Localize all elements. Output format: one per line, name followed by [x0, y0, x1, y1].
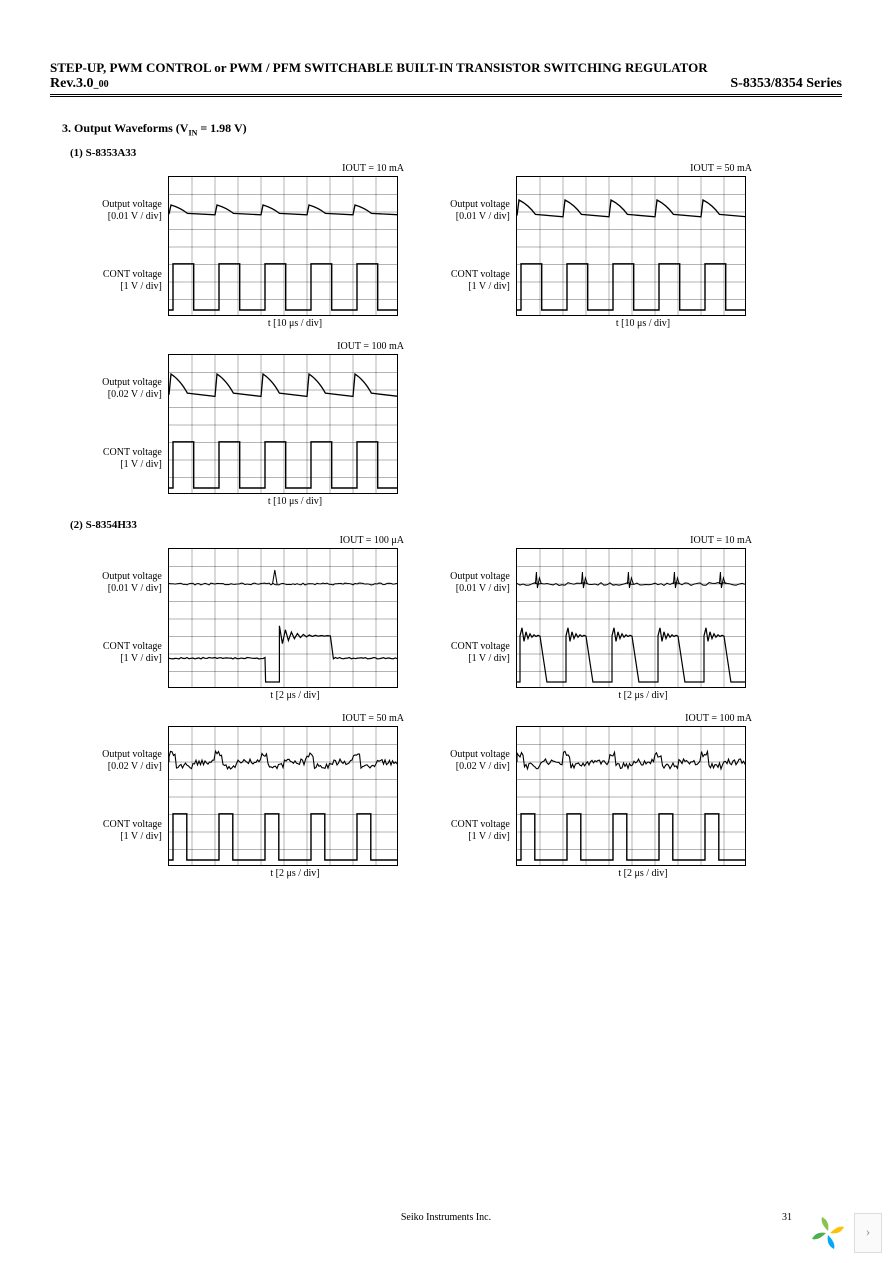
- page-number: 31: [782, 1212, 792, 1223]
- scope-vlabel: Output voltage: [102, 749, 162, 761]
- scope-vlabel: Output voltage: [450, 199, 510, 211]
- scope-row: IOUT = 10 mA Output voltage[0.01 V / div…: [90, 163, 842, 329]
- scope-vlabel: Output voltage: [102, 377, 162, 389]
- scope-vdiv: [0.01 V / div]: [102, 583, 162, 595]
- scope-xaxis: t [2 μs / div]: [180, 868, 410, 879]
- scope-clabel: CONT voltage: [102, 819, 162, 831]
- scope-cdiv: [1 V / div]: [102, 653, 162, 665]
- footer-text: Seiko Instruments Inc.: [0, 1212, 892, 1223]
- scope-vdiv: [0.01 V / div]: [102, 211, 162, 223]
- scope-iout-label: IOUT = 50 mA: [90, 713, 410, 724]
- scope-xaxis: t [2 μs / div]: [528, 690, 758, 701]
- scope-row: IOUT = 50 mA Output voltage[0.02 V / div…: [90, 713, 842, 879]
- scope-xaxis: t [2 μs / div]: [528, 868, 758, 879]
- scope-vlabel: Output voltage: [102, 199, 162, 211]
- scope-svg: [168, 354, 398, 494]
- scope-xaxis: t [10 μs / div]: [180, 318, 410, 329]
- scope-cdiv: [1 V / div]: [450, 281, 510, 293]
- scope-svg: [516, 176, 746, 316]
- scope-iout-label: IOUT = 10 mA: [438, 535, 758, 546]
- scope-y-labels: Output voltage[0.02 V / div] CONT voltag…: [450, 726, 516, 866]
- scope-row: IOUT = 100 mA Output voltage[0.02 V / di…: [90, 341, 842, 507]
- group-label: (1) S-8353A33: [70, 147, 842, 159]
- scope-cdiv: [1 V / div]: [450, 653, 510, 665]
- logo-icon: [808, 1213, 848, 1253]
- scope-clabel: CONT voltage: [102, 269, 162, 281]
- scope-clabel: CONT voltage: [450, 641, 510, 653]
- next-page-button[interactable]: ›: [854, 1213, 882, 1253]
- scope-svg: [168, 548, 398, 688]
- scope-block: IOUT = 10 mA Output voltage[0.01 V / div…: [438, 535, 758, 701]
- scope-vdiv: [0.01 V / div]: [450, 211, 510, 223]
- group-label: (2) S-8354H33: [70, 519, 842, 531]
- scope-clabel: CONT voltage: [450, 819, 510, 831]
- scope-vlabel: Output voltage: [450, 749, 510, 761]
- scope-svg: [516, 726, 746, 866]
- scope-vdiv: [0.02 V / div]: [102, 761, 162, 773]
- scope-svg: [168, 176, 398, 316]
- scope-cdiv: [1 V / div]: [450, 831, 510, 843]
- scope-cdiv: [1 V / div]: [102, 281, 162, 293]
- scope-xaxis: t [2 μs / div]: [180, 690, 410, 701]
- scope-y-labels: Output voltage[0.02 V / div] CONT voltag…: [102, 354, 168, 494]
- scope-block: IOUT = 10 mA Output voltage[0.01 V / div…: [90, 163, 410, 329]
- scope-y-labels: Output voltage[0.01 V / div] CONT voltag…: [450, 176, 516, 316]
- section-title: 3. Output Waveforms (VIN = 1.98 V): [62, 121, 842, 137]
- scope-cdiv: [1 V / div]: [102, 831, 162, 843]
- scope-block: IOUT = 50 mA Output voltage[0.02 V / div…: [90, 713, 410, 879]
- scope-block: IOUT = 100 μA Output voltage[0.01 V / di…: [90, 535, 410, 701]
- doc-rev: Rev.3.0_00: [50, 76, 708, 92]
- scope-iout-label: IOUT = 100 mA: [90, 341, 410, 352]
- scope-xaxis: t [10 μs / div]: [180, 496, 410, 507]
- scope-xaxis: t [10 μs / div]: [528, 318, 758, 329]
- scope-y-labels: Output voltage[0.01 V / div] CONT voltag…: [102, 548, 168, 688]
- scope-clabel: CONT voltage: [102, 641, 162, 653]
- header-rule: [50, 94, 842, 97]
- scope-svg: [168, 726, 398, 866]
- scope-vlabel: Output voltage: [102, 571, 162, 583]
- doc-series: S-8353/8354 Series: [730, 76, 842, 92]
- scope-clabel: CONT voltage: [102, 447, 162, 459]
- scope-iout-label: IOUT = 10 mA: [90, 163, 410, 174]
- scope-vdiv: [0.02 V / div]: [450, 761, 510, 773]
- scope-y-labels: Output voltage[0.02 V / div] CONT voltag…: [102, 726, 168, 866]
- scope-svg: [516, 548, 746, 688]
- scope-block: IOUT = 100 mA Output voltage[0.02 V / di…: [438, 713, 758, 879]
- waveform-content: (1) S-8353A33 IOUT = 10 mA Output voltag…: [50, 147, 842, 879]
- scope-y-labels: Output voltage[0.01 V / div] CONT voltag…: [450, 548, 516, 688]
- scope-vlabel: Output voltage: [450, 571, 510, 583]
- scope-iout-label: IOUT = 100 μA: [90, 535, 410, 546]
- scope-vdiv: [0.02 V / div]: [102, 389, 162, 401]
- scope-vdiv: [0.01 V / div]: [450, 583, 510, 595]
- page-header: STEP-UP, PWM CONTROL or PWM / PFM SWITCH…: [50, 60, 842, 92]
- scope-block: IOUT = 100 mA Output voltage[0.02 V / di…: [90, 341, 410, 507]
- scope-block: IOUT = 50 mA Output voltage[0.01 V / div…: [438, 163, 758, 329]
- doc-title: STEP-UP, PWM CONTROL or PWM / PFM SWITCH…: [50, 60, 708, 76]
- scope-row: IOUT = 100 μA Output voltage[0.01 V / di…: [90, 535, 842, 701]
- scope-iout-label: IOUT = 100 mA: [438, 713, 758, 724]
- scope-y-labels: Output voltage[0.01 V / div] CONT voltag…: [102, 176, 168, 316]
- scope-iout-label: IOUT = 50 mA: [438, 163, 758, 174]
- scope-clabel: CONT voltage: [450, 269, 510, 281]
- scope-cdiv: [1 V / div]: [102, 459, 162, 471]
